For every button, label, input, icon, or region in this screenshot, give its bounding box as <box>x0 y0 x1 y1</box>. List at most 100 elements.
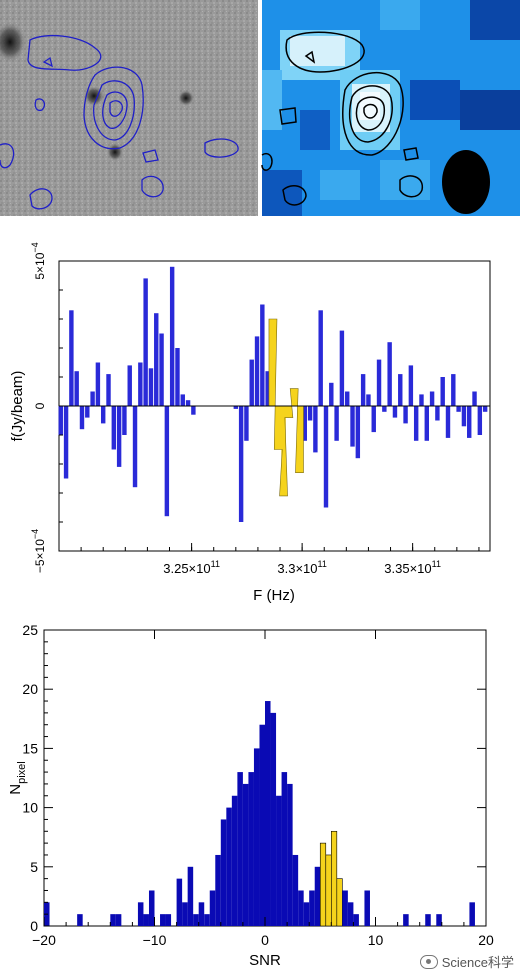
spectrum-bar <box>435 406 440 421</box>
spectrum-bar <box>175 348 180 406</box>
spectrum-bar <box>58 406 63 435</box>
histogram-bar <box>165 914 172 926</box>
histogram-y-ticks: 0 5 10 15 20 25 <box>22 622 486 934</box>
histogram-bar <box>137 902 144 926</box>
spectrum-bar <box>403 406 408 424</box>
spectrum-bar <box>445 406 451 438</box>
histogram-x-tick-label: −20 <box>32 932 56 948</box>
wechat-icon <box>419 954 438 969</box>
spectrum-x-ticks: 3.25×1011 3.3×1011 3.35×1011 <box>80 543 480 576</box>
spectrum-bar <box>366 394 371 406</box>
spectrum-bar <box>74 371 79 406</box>
watermark: Science科学 <box>419 952 514 971</box>
histogram-bar-highlight <box>319 842 327 927</box>
spectrum-bar <box>132 406 138 488</box>
spectrum-bar <box>472 391 477 406</box>
spectrum-bar <box>154 313 159 406</box>
spectrum-y-label: f(Jy/beam) <box>9 371 26 442</box>
spectrum-bar <box>467 406 472 438</box>
spectrum-bar <box>313 406 318 453</box>
histogram-bar <box>143 914 149 926</box>
histogram-bar <box>204 914 210 926</box>
histogram-y-tick-label: 20 <box>22 681 38 697</box>
histogram-y-tick-label: 15 <box>22 740 38 756</box>
spectrum-bar <box>413 406 419 441</box>
spectrum-y-tick-label: 5×10−4 <box>30 242 47 279</box>
histogram-bar <box>209 890 216 926</box>
spectrum-chart: 3.25×1011 3.3×1011 3.35×1011 5×10−4 0 −5×10−… <box>9 242 491 604</box>
histogram-bar <box>436 914 442 926</box>
histogram-bar <box>193 914 199 926</box>
top-image-panels <box>0 0 520 216</box>
histogram-bar <box>342 890 348 926</box>
spectrum-bar <box>185 400 191 406</box>
histogram-bar <box>298 890 304 926</box>
histogram-bar <box>77 914 83 926</box>
spectrum-bar <box>148 368 154 406</box>
spectrum-bar <box>159 333 164 406</box>
watermark-text: Science科学 <box>441 955 514 970</box>
histogram-bar <box>270 712 277 926</box>
histogram-x-tick-label: 20 <box>478 932 494 948</box>
histogram-bar <box>220 819 227 926</box>
histogram-y-tick-label: 25 <box>22 622 38 638</box>
spectrum-bar <box>164 406 170 517</box>
histogram-bars <box>44 701 475 927</box>
spectrum-bar <box>355 406 361 459</box>
spectrum-bar <box>95 362 101 406</box>
spectrum-bar <box>398 374 403 406</box>
spectrum-bar <box>307 406 313 421</box>
spectrum-bar <box>477 406 483 435</box>
histogram-y-label: Npixel <box>7 761 28 794</box>
spectrum-bar <box>100 406 106 424</box>
beam-ellipse <box>442 150 490 214</box>
histogram-bar <box>176 878 183 926</box>
histogram-bar-highlight <box>336 878 343 927</box>
histogram-bar <box>215 854 221 926</box>
histogram-bar <box>347 902 354 926</box>
histogram-bar <box>259 724 265 926</box>
histogram-chart: −20 −10 0 10 20 0 5 10 15 20 25 SNR Npixel <box>7 622 494 969</box>
spectrum-x-tick-label: 3.25×1011 <box>163 559 220 576</box>
spectrum-bar <box>408 365 414 406</box>
spectrum-bar <box>233 406 239 409</box>
histogram-bar <box>265 701 271 926</box>
spectrum-bar <box>238 406 244 522</box>
histogram-bar <box>115 914 122 926</box>
spectrum-bar <box>260 304 265 406</box>
optical-image-panel <box>0 0 258 216</box>
spectrum-bar <box>106 374 111 406</box>
histogram-bar <box>303 902 310 926</box>
histogram-bar <box>248 772 254 926</box>
spectrum-bar <box>143 278 148 406</box>
histogram-bar <box>160 914 166 926</box>
spectrum-bar <box>419 394 424 406</box>
spectrum-bar <box>122 406 127 435</box>
spectrum-bar <box>456 406 461 412</box>
spectrum-bar <box>424 406 429 441</box>
black-contours <box>261 31 423 206</box>
histogram-bar <box>237 772 243 926</box>
histogram-bar <box>110 914 116 926</box>
spectrum-bar <box>360 374 366 406</box>
histogram-bar <box>309 890 315 926</box>
histogram-bar <box>253 748 260 926</box>
histogram-bar <box>242 783 249 926</box>
spectrum-bar <box>376 359 382 406</box>
histogram-bar <box>287 783 293 926</box>
spectrum-bar <box>249 359 254 406</box>
spectrum-bar <box>116 406 122 467</box>
spectrum-line-emission-region <box>268 318 304 497</box>
spectrum-bar <box>461 406 467 427</box>
spectrum-bar <box>127 365 132 406</box>
histogram-bar <box>403 914 409 926</box>
spectrum-bar <box>371 406 376 433</box>
histogram-bar <box>281 772 288 926</box>
histogram-y-label-main: N <box>7 784 24 795</box>
spectrum-y-tick-label: −5×10−4 <box>30 529 47 573</box>
histogram-x-ticks: −20 −10 0 10 20 <box>32 630 494 948</box>
spectrum-y-tick-label: 0 <box>33 402 47 409</box>
spectrum-bar <box>85 406 90 418</box>
histogram-bar <box>226 807 232 926</box>
spectrum-x-tick-label: 3.3×1011 <box>277 559 326 576</box>
